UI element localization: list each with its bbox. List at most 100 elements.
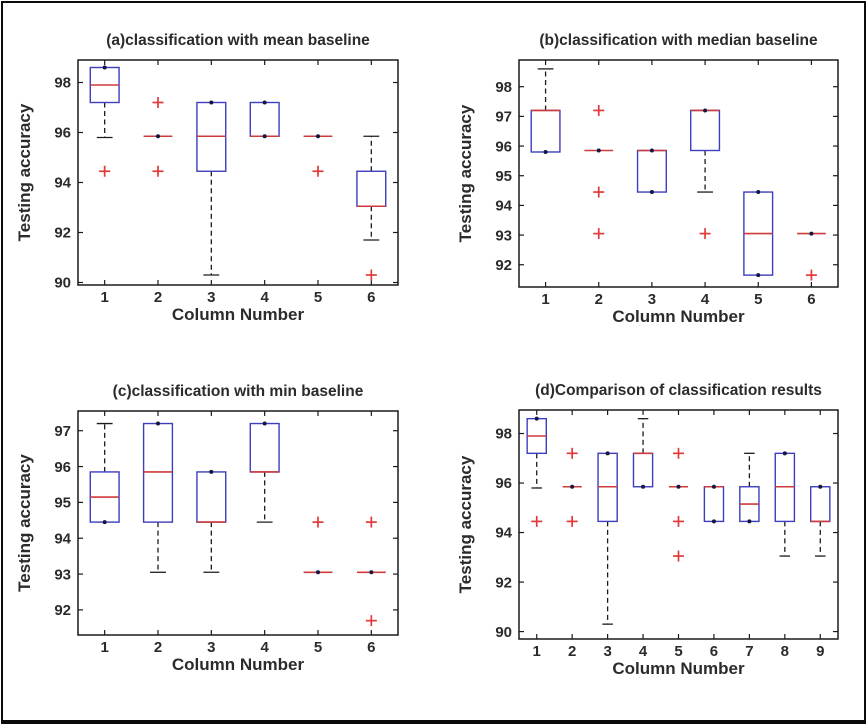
x-tick-label: 6 (367, 639, 375, 656)
data-dot (209, 100, 214, 105)
subplot-title: (a)classification with mean baseline (106, 32, 370, 49)
x-tick-label: 8 (781, 643, 789, 660)
y-tick-label: 94 (54, 530, 71, 547)
subplot-title: (c)classification with min baseline (113, 383, 364, 400)
x-tick-label: 2 (154, 289, 162, 306)
data-dot (369, 570, 374, 575)
x-tick-label: 4 (260, 639, 269, 656)
data-dot (316, 134, 320, 139)
data-dot (782, 451, 787, 456)
y-axis-label: Testing accuracy (456, 104, 475, 242)
x-tick-label: 3 (207, 639, 215, 656)
data-dot (605, 451, 610, 456)
data-dot (543, 149, 548, 154)
data-dot (570, 484, 575, 489)
data-dot (711, 484, 716, 489)
data-dot (649, 148, 654, 153)
x-tick-label: 4 (701, 291, 710, 308)
plot-frame (77, 410, 399, 636)
data-dot (747, 519, 752, 524)
y-tick-label: 94 (54, 175, 71, 192)
subplot-title: (b)classification with median baseline (539, 32, 818, 49)
x-tick-label: 5 (314, 289, 322, 306)
plot-frame (518, 59, 839, 288)
data-dot (818, 484, 823, 489)
data-dot (262, 100, 267, 105)
x-tick-label: 5 (754, 291, 762, 308)
x-tick-label: 5 (674, 643, 682, 660)
x-tick-label: 4 (260, 289, 269, 306)
data-dot (102, 520, 107, 525)
y-tick-label: 94 (495, 525, 512, 542)
y-tick-label: 95 (495, 168, 512, 185)
y-axis-label: Testing accuracy (15, 103, 34, 241)
data-dot (262, 421, 267, 426)
x-tick-label: 3 (603, 643, 611, 660)
x-tick-label: 2 (154, 639, 162, 656)
data-dot (756, 273, 761, 278)
x-tick-label: 9 (816, 643, 824, 660)
data-dot (156, 421, 160, 426)
data-dot (809, 231, 814, 236)
x-axis-label: Column Number (172, 655, 305, 674)
y-tick-label: 92 (54, 225, 71, 242)
data-dot (641, 484, 646, 489)
x-tick-label: 3 (648, 291, 656, 308)
data-dot (676, 484, 681, 489)
x-axis-label: Column Number (612, 659, 745, 678)
x-tick-label: 7 (745, 643, 753, 660)
y-tick-label: 96 (54, 125, 71, 142)
x-tick-label: 6 (807, 291, 815, 308)
y-axis-label: Testing accuracy (456, 455, 475, 593)
y-tick-label: 98 (495, 426, 512, 443)
subplot-title: (d)Comparison of classification results (535, 382, 822, 399)
plot-frame (77, 59, 399, 286)
subplot-b-boxplot: 92 93 94 95 96 97 98 1 2 3 4 5 6 (b)classification wi… (456, 32, 839, 326)
x-tick-label: 1 (100, 289, 108, 306)
x-axis-label: Column Number (612, 307, 745, 326)
data-dot (711, 519, 716, 524)
x-tick-label: 1 (100, 639, 108, 656)
x-tick-label: 2 (595, 291, 603, 308)
y-tick-label: 93 (54, 566, 71, 583)
data-dot (262, 134, 267, 139)
y-tick-label: 96 (54, 459, 71, 476)
data-dot (156, 134, 160, 139)
x-tick-label: 6 (367, 289, 375, 306)
subplot-a-boxplot: 90 92 94 96 98 1 2 3 4 5 6 (a)classification with m… (15, 32, 399, 324)
x-tick-label: 1 (541, 291, 549, 308)
x-axis-label: Column Number (172, 305, 305, 324)
data-dot (596, 148, 601, 153)
data-dot (649, 190, 654, 195)
y-tick-label: 92 (495, 257, 512, 274)
y-tick-label: 90 (54, 275, 71, 292)
y-axis-label: Testing accuracy (15, 454, 34, 592)
data-dot (756, 190, 761, 195)
x-tick-label: 6 (710, 643, 718, 660)
subplot-c-boxplot: 92 93 94 95 96 97 1 2 3 4 5 6 (c)classification with… (15, 383, 399, 674)
x-tick-label: 5 (314, 639, 322, 656)
y-tick-label: 98 (495, 79, 512, 96)
y-tick-label: 96 (495, 475, 512, 492)
y-tick-label: 94 (495, 198, 512, 215)
y-tick-label: 93 (495, 227, 512, 244)
data-dot (102, 65, 107, 70)
data-dot (209, 469, 214, 474)
y-tick-label: 97 (54, 423, 71, 440)
y-tick-label: 92 (495, 574, 512, 591)
y-tick-label: 90 (495, 624, 512, 641)
y-tick-label: 96 (495, 138, 512, 155)
x-tick-label: 1 (533, 643, 541, 660)
y-tick-label: 97 (495, 109, 512, 126)
x-tick-label: 4 (639, 643, 648, 660)
subplot-d-boxplot: 90 92 94 96 98 1 2 3 4 5 6 7 8 9 (d)Comparison of clas… (456, 382, 839, 678)
data-dot (316, 570, 320, 575)
x-tick-label: 3 (207, 289, 215, 306)
data-dot (534, 416, 539, 421)
data-dot (703, 108, 708, 113)
x-tick-label: 2 (568, 643, 576, 660)
y-tick-label: 98 (54, 75, 71, 92)
y-tick-label: 92 (54, 602, 71, 619)
y-tick-label: 95 (54, 495, 71, 512)
